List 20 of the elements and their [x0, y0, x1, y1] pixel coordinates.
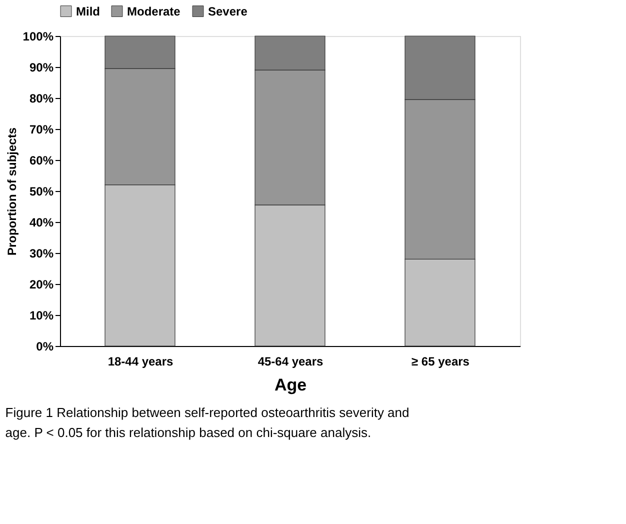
y-tick-label: 40%	[29, 216, 54, 230]
y-tick-label: 20%	[29, 278, 54, 292]
legend-label: Mild	[76, 4, 100, 18]
y-tick-label: 100%	[22, 30, 54, 44]
x-tick-label: 45-64 years	[258, 354, 324, 368]
y-tick-label: 50%	[29, 184, 54, 198]
caption: Figure 1 Relationship between self-reported osteoarthritis severity and age. P < 0.05 for this relationship based on chi-square analysis.	[5, 405, 410, 440]
y-axis-title: Proportion of subjects	[4, 127, 19, 256]
y-tick-label: 30%	[29, 246, 54, 260]
y-tick-label: 60%	[29, 154, 54, 168]
y-tick-label: 90%	[29, 60, 54, 74]
y-tick-label: 10%	[29, 308, 54, 322]
y-tick-label: 80%	[29, 92, 54, 106]
legend-label: Severe	[208, 4, 248, 18]
x-tick-label: ≥ 65 years	[412, 354, 470, 368]
legend-label: Moderate	[127, 4, 181, 18]
x-tick-label: 18-44 years	[108, 354, 174, 368]
y-tick-label: 70%	[29, 122, 54, 136]
x-axis-title: Age	[274, 376, 307, 394]
y-tick-label: 0%	[36, 340, 54, 354]
